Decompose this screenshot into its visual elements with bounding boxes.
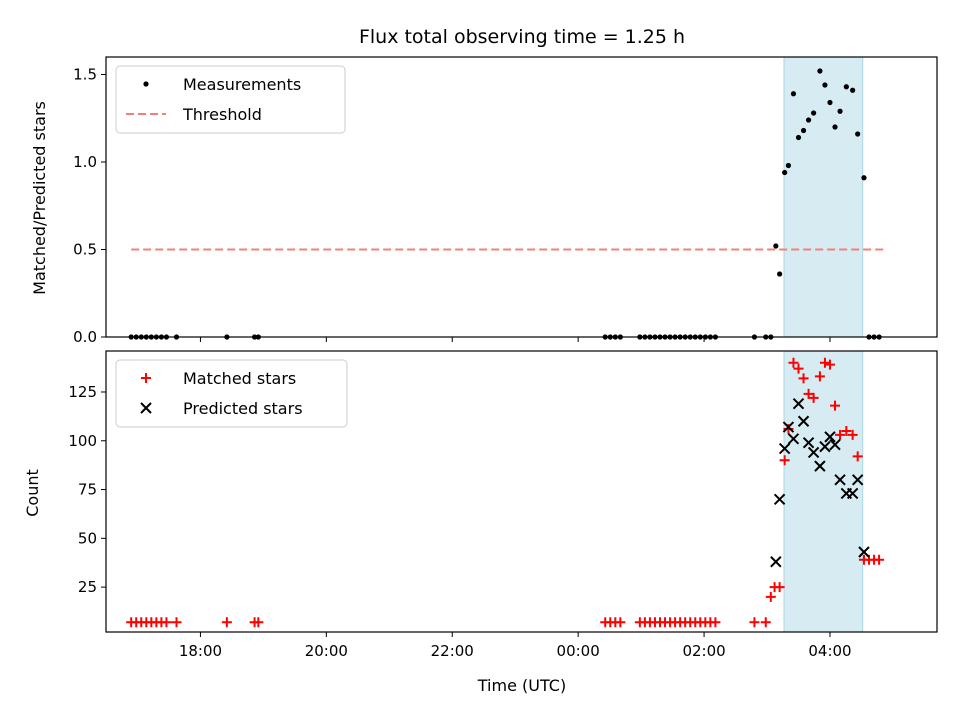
y-tick-label: 75 [78,481,97,499]
matched-star-point [765,591,776,602]
measurement-point [795,134,802,141]
observing-window-span [783,56,864,338]
y-tick-label: 1.0 [73,153,97,171]
legend-entry: Matched stars [183,369,296,388]
y-tick-label: 0.0 [73,328,97,346]
matched-star-point [710,617,721,628]
legend-box [115,359,348,428]
y-tick-label: 25 [78,578,97,596]
predicted-star-point [819,440,831,453]
matched-star-point [847,429,858,440]
predicted-star-point [797,415,810,427]
predicted-star-point [770,556,782,568]
x-tick-label: 02:00 [682,642,725,660]
matched-star-point [779,455,790,466]
matched-star-point [819,357,830,368]
top-panel: 0.0 0.5 1.0 1.5 Measurements Threshold [73,56,938,346]
measurement-point [782,169,788,176]
measurement-point [805,117,812,123]
measurement-point [827,99,833,106]
y-tick-label: 50 [78,529,97,547]
measurement-point [811,110,817,116]
bottom-y-axis-label: Count [23,469,42,517]
matched-star-point [788,357,799,368]
predicted-star-point [851,474,864,486]
legend-matched-swatch [141,373,151,383]
predicted-star-point [814,460,826,472]
measurement-point [790,91,797,97]
matched-star-point [615,617,626,628]
y-tick-label: 125 [68,383,97,401]
axes-frame [105,56,938,338]
legend-entry: Measurements [183,75,301,94]
matched-star-point [161,617,172,628]
legend-entry: Predicted stars [183,399,303,418]
measurement-point [800,127,807,134]
matched-star-point [814,371,825,382]
x-tick-label: 18:00 [179,642,222,660]
predicted-star-point [834,474,846,486]
predicted-star-point [829,438,841,451]
predicted-star-point [807,446,820,459]
legend-box [115,65,346,134]
y-tick-label: 100 [68,432,97,450]
y-tick-label: 1.5 [73,66,97,84]
matched-star-point [830,400,841,411]
matched-star-point [874,554,885,565]
matched-star-point [824,359,835,370]
bottom-panel: 25 50 75 100 125 18:00 20:00 22:00 00:00 02:00 04:… [68,350,938,660]
matched-star-point [253,617,264,628]
measurement-point [817,68,823,74]
legend: Measurements Threshold [115,65,346,134]
predicted-star-point [778,442,791,455]
chart-title: Flux total observing time = 1.25 h [359,26,685,48]
x-tick-label: 04:00 [808,642,851,660]
measurement-point [773,243,779,249]
matched-star-point [841,426,852,437]
matched-star-point [171,617,182,628]
matched-star-point [808,392,819,403]
legend: Matched stars Predicted stars [115,359,348,428]
matched-star-point [774,582,785,593]
predicted-star-point [773,493,786,506]
legend-measurement-swatch [143,81,149,87]
legend-predicted-swatch [140,402,152,414]
x-tick-label: 00:00 [557,642,600,660]
measurement-point [832,124,838,130]
predicted-star-point [787,433,800,445]
measurement-point [855,131,861,137]
matched-star-point [760,617,771,628]
measurement-point [850,87,856,93]
axes-frame [105,350,938,633]
predicted-star-point [846,487,859,500]
matched-star-point [835,429,846,440]
top-y-axis-label: Matched/Predicted stars [30,101,49,295]
x-tick-label: 22:00 [431,642,474,660]
measurement-point [785,162,792,169]
predicted-star-point [824,431,836,443]
matched-star-point [749,617,760,628]
legend-entry: Threshold [182,105,262,124]
predicted-star-point [782,421,795,433]
measurement-point [777,271,783,277]
predicted-star-point [792,397,805,410]
matched-star-point [793,363,804,374]
measurement-point [843,84,849,90]
predicted-star-point [802,437,815,449]
matched-star-point [803,388,814,399]
measurement-point [837,108,843,114]
x-tick-label: 20:00 [305,642,348,660]
measurement-point [861,175,867,181]
matched-star-point [852,451,863,462]
matched-star-point [798,373,809,384]
y-tick-label: 0.5 [73,241,97,259]
measurement-point [822,82,828,88]
matched-star-point [221,617,232,628]
x-axis-label: Time (UTC) [477,676,566,695]
predicted-star-point [858,546,870,558]
